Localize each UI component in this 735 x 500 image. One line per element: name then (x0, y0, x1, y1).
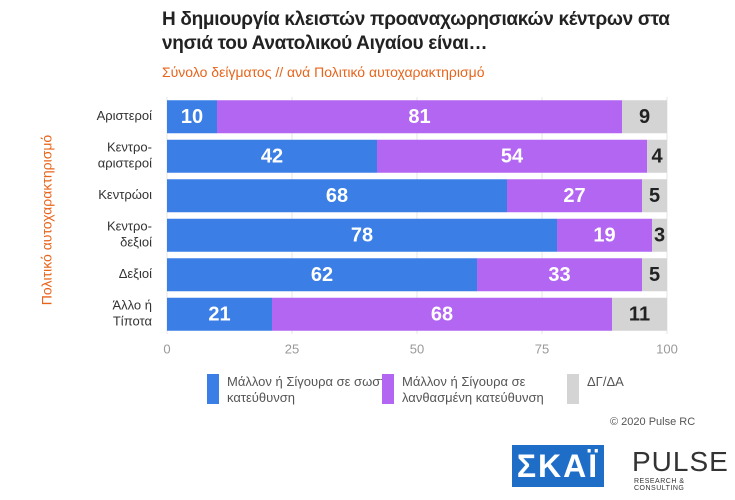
bar-segment (622, 100, 667, 134)
bar-segment (477, 258, 642, 292)
bar-segment (557, 218, 652, 252)
legend-swatch (382, 374, 394, 404)
y-tick-label: Κεντρώοι (98, 187, 152, 202)
legend-item: ΔΓ/ΔΑ (567, 374, 677, 404)
x-tick-label: 100 (656, 341, 678, 356)
value-label: 9 (639, 106, 650, 128)
bar-segment (377, 139, 647, 173)
value-label: 21 (208, 304, 230, 326)
value-label: 68 (326, 185, 348, 207)
y-tick-label: Κεντρο- (107, 219, 152, 234)
logo-skai: ΣΚΑΪ (512, 445, 604, 487)
x-tick-label: 75 (535, 341, 549, 356)
bar-segment (507, 179, 642, 213)
x-tick-label: 0 (163, 341, 170, 356)
legend-swatch (567, 374, 579, 404)
chart-title: Η δημιουργία κλειστών προαναχωρησιακών κ… (162, 9, 670, 54)
value-label: 78 (351, 225, 373, 247)
value-label: 5 (649, 264, 660, 286)
value-label: 10 (181, 106, 203, 128)
bar-segment (167, 258, 477, 292)
value-label: 33 (548, 264, 570, 286)
value-label: 42 (261, 146, 283, 168)
value-label: 4 (651, 146, 663, 168)
y-tick-label: Κεντρο- (107, 140, 152, 155)
value-label: 3 (654, 225, 665, 247)
bar-segment (272, 297, 612, 331)
legend-label: Μάλλον ή Σίγουρα σε λανθασμένη κατεύθυνσ… (402, 374, 544, 405)
value-label: 11 (629, 304, 650, 326)
bar-segment (167, 100, 217, 134)
x-tick-label: 50 (410, 341, 424, 356)
x-tick-label: 25 (285, 341, 299, 356)
legend-label: ΔΓ/ΔΑ (587, 374, 624, 389)
y-tick-label: Δεξιοί (119, 266, 152, 281)
bar-segment (652, 218, 667, 252)
bar-segment (167, 218, 557, 252)
bar-segment (642, 258, 667, 292)
bar-segment (167, 297, 272, 331)
y-tick-label: αριστεροί (98, 156, 152, 171)
legend-label: Μάλλον ή Σίγουρα σε σωστή κατεύθυνση (227, 374, 393, 405)
y-tick-label: δεξιοί (120, 235, 152, 250)
legend-item: Μάλλον ή Σίγουρα σε λανθασμένη κατεύθυνσ… (382, 374, 572, 406)
footer: © 2020 Pulse RC (610, 416, 696, 428)
value-label: 68 (431, 304, 453, 326)
value-label: 27 (563, 185, 585, 207)
value-label: 19 (593, 225, 615, 247)
value-label: 62 (311, 264, 333, 286)
logo-pulse: PULSE (632, 446, 729, 477)
legend-item: Μάλλον ή Σίγουρα σε σωστή κατεύθυνση (207, 374, 397, 406)
y-tick-label: Τίποτα (113, 314, 153, 329)
y-tick-label: Αριστεροί (97, 108, 153, 123)
bar-segment (612, 297, 667, 331)
y-tick-label: Άλλο ή (112, 298, 152, 313)
bar-segment (167, 139, 377, 173)
logo-pulse-sub: RESEARCH & CONSULTING (634, 478, 685, 492)
value-label: 5 (649, 185, 660, 207)
bar-segment (647, 139, 667, 173)
y-axis-label: Πολιτικό αυτοχαρακτηρισμό (39, 135, 55, 306)
legend-swatch (207, 374, 219, 404)
value-label: 81 (408, 106, 430, 128)
value-label: 54 (501, 146, 524, 168)
bar-segment (217, 100, 622, 134)
bar-segment (642, 179, 667, 213)
chart-subtitle: Σύνολο δείγματος // ανά Πολιτικό αυτοχαρ… (162, 64, 485, 80)
bar-segment (167, 179, 507, 213)
